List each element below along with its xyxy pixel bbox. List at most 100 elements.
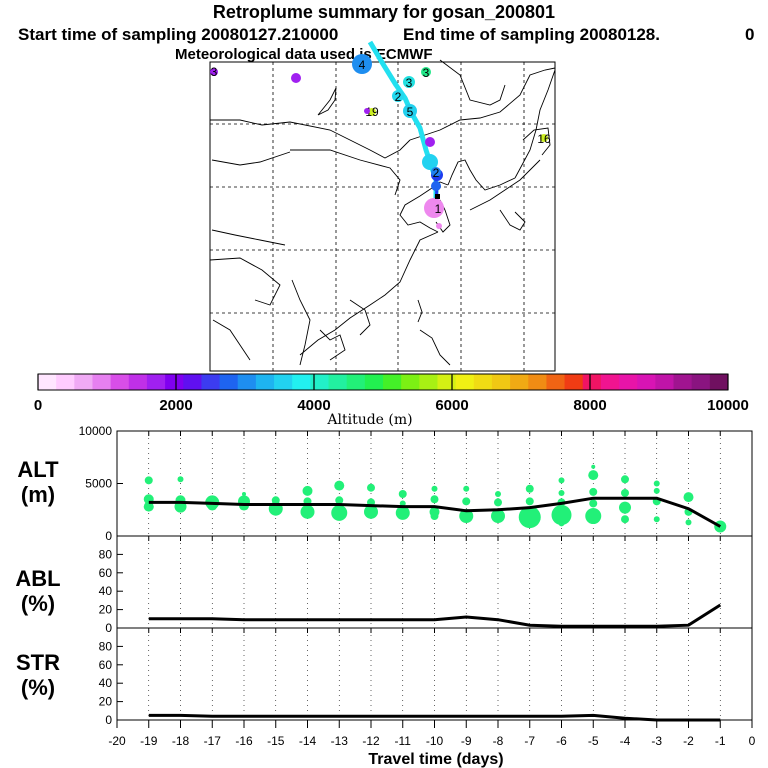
end-time-label: End time of sampling 20080128. bbox=[403, 25, 660, 44]
alt-data-point bbox=[589, 499, 598, 508]
colorbar-cell bbox=[600, 374, 620, 390]
x-tick-label: -4 bbox=[620, 734, 631, 748]
alt-data-point bbox=[621, 488, 629, 497]
x-tick-label: -18 bbox=[172, 734, 190, 748]
abl-panel: ABL (%) 0 20 40 60 80 bbox=[15, 535, 753, 635]
colorbar-cell bbox=[582, 374, 602, 390]
map-marker bbox=[352, 54, 372, 74]
colorbar-cell bbox=[546, 374, 566, 390]
alt-unit-label: (m) bbox=[21, 482, 55, 507]
abl-y-tick-label: 80 bbox=[99, 547, 113, 561]
alt-data-point bbox=[495, 491, 501, 497]
x-tick-label: -12 bbox=[362, 734, 380, 748]
map-marker bbox=[540, 134, 548, 142]
map-marker-label: 3 bbox=[406, 76, 413, 90]
trajectory-layer: 4 3 3 2 5 19 3 16 2 1 bbox=[210, 40, 551, 229]
alt-y-tick-label: 0 bbox=[105, 529, 112, 543]
map-marker-label: 5 bbox=[407, 105, 414, 119]
x-tick-label: -13 bbox=[331, 734, 349, 748]
colorbar-cell bbox=[401, 374, 420, 390]
alt-y-tick-label: 10000 bbox=[79, 424, 113, 438]
map-marker bbox=[368, 108, 376, 116]
colorbar-cell bbox=[56, 374, 75, 390]
alt-data-point bbox=[518, 506, 541, 529]
colorbar-cell bbox=[92, 374, 112, 390]
map-marker bbox=[392, 90, 404, 102]
colorbar-cell bbox=[528, 374, 547, 390]
alt-data-point bbox=[621, 515, 629, 524]
colorbar-cell bbox=[491, 374, 511, 390]
colorbar-cell bbox=[455, 374, 475, 390]
colorbar-cell bbox=[219, 374, 239, 390]
alt-data-point bbox=[459, 509, 474, 524]
str-unit-label: (%) bbox=[21, 675, 55, 700]
alt-mean-line bbox=[148, 496, 722, 528]
alt-data-point bbox=[302, 485, 313, 496]
end-time-tail: 0 bbox=[745, 25, 755, 44]
alt-data-point bbox=[364, 504, 378, 519]
map-marker-label: 2 bbox=[395, 90, 402, 104]
alt-label: ALT bbox=[17, 457, 59, 482]
str-y-tick-label: 40 bbox=[99, 676, 113, 690]
str-frame bbox=[116, 627, 753, 721]
alt-data-point bbox=[242, 492, 246, 496]
colorbar-cell bbox=[673, 374, 693, 390]
colorbar-cell bbox=[110, 374, 130, 390]
map-marker bbox=[210, 68, 218, 76]
colorbar-cell bbox=[655, 374, 675, 390]
map-marker bbox=[291, 73, 301, 83]
x-tick-label: -7 bbox=[524, 734, 535, 748]
colorbar-cell bbox=[183, 374, 202, 390]
colorbar-cell bbox=[564, 374, 584, 390]
alt-data-point bbox=[398, 490, 407, 498]
x-tick-label: -11 bbox=[395, 734, 412, 748]
colorbar-cell bbox=[709, 374, 729, 390]
map-marker-label: 4 bbox=[359, 58, 366, 72]
colorbar-cell bbox=[74, 374, 93, 390]
colorbar-tick-label: 0 bbox=[34, 397, 42, 414]
alt-data-point bbox=[591, 464, 596, 469]
map-marker-label: 3 bbox=[423, 66, 430, 80]
colorbar-cell bbox=[237, 374, 257, 390]
alt-data-point bbox=[491, 509, 505, 524]
alt-data-point bbox=[525, 484, 534, 493]
x-tick-label: -20 bbox=[108, 734, 126, 748]
colorbar-cell bbox=[637, 374, 656, 390]
alt-data-point bbox=[683, 492, 694, 503]
colorbar-tick-label: 10000 bbox=[707, 397, 749, 414]
start-time-label: Start time of sampling 20080127.210000 bbox=[18, 25, 339, 44]
alt-data-point bbox=[589, 487, 598, 496]
map-coastlines bbox=[209, 59, 556, 366]
page-title: Retroplume summary for gosan_200801 bbox=[212, 2, 556, 22]
colorbar-cell bbox=[691, 374, 711, 390]
map-marker bbox=[436, 223, 442, 229]
map-marker-label: 3 bbox=[211, 65, 218, 79]
colorbar-cell bbox=[510, 374, 529, 390]
alt-data-point bbox=[144, 476, 153, 485]
map-marker bbox=[424, 198, 444, 218]
colorbar-cell bbox=[146, 374, 166, 390]
colorbar-cell bbox=[346, 374, 366, 390]
alt-data-point bbox=[367, 483, 375, 492]
map-marker bbox=[425, 137, 435, 147]
alt-data-point bbox=[585, 508, 602, 525]
x-tick-label: -14 bbox=[299, 734, 317, 748]
map-marker bbox=[403, 76, 415, 88]
map-marker-label: 16 bbox=[537, 132, 551, 146]
alt-data-point bbox=[331, 504, 348, 521]
alt-data-point bbox=[551, 505, 572, 525]
alt-data-point bbox=[653, 487, 660, 494]
alt-data-point bbox=[430, 512, 439, 521]
map-marker-label: 2 bbox=[433, 166, 440, 180]
alt-data-point bbox=[653, 480, 660, 487]
colorbar-cell bbox=[437, 374, 457, 390]
colorbar-title: Altitude (m) bbox=[326, 412, 412, 428]
str-y-tick-label: 20 bbox=[99, 695, 113, 709]
abl-y-tick-label: 20 bbox=[99, 603, 113, 617]
colorbar-cell bbox=[38, 374, 57, 390]
x-tick-label: -1 bbox=[715, 734, 726, 748]
alt-data-point bbox=[177, 476, 184, 483]
alt-data-point bbox=[300, 504, 315, 519]
alt-data-point bbox=[685, 519, 692, 526]
